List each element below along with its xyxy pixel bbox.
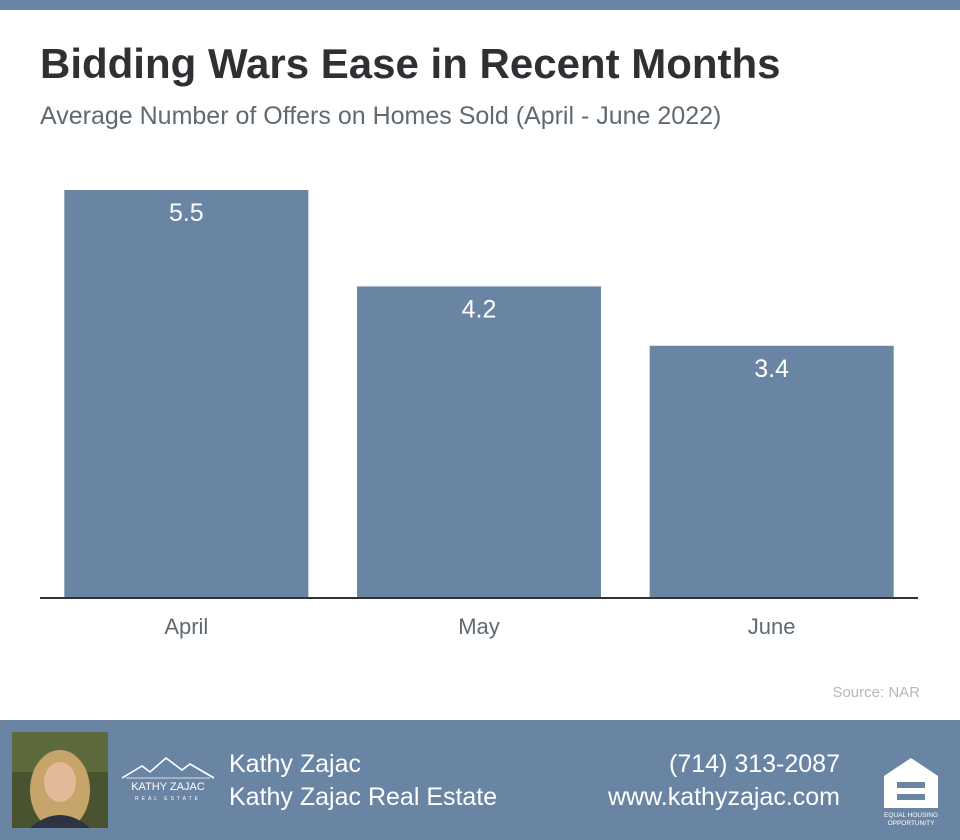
- bar-april: [64, 190, 309, 598]
- bar-may: [357, 286, 601, 598]
- eho-line2: OPPORTUNITY: [888, 820, 935, 827]
- agent-name: Kathy Zajac: [229, 750, 362, 778]
- category-label-april: April: [164, 614, 208, 639]
- agent-website[interactable]: www.kathyzajac.com: [607, 783, 840, 811]
- category-label-may: May: [458, 614, 500, 639]
- logo-subtext: REAL ESTATE: [135, 796, 201, 802]
- data-label-april: 5.5: [169, 199, 204, 227]
- equal-housing-logo: EQUAL HOUSING OPPORTUNITY: [880, 754, 942, 828]
- bar-chart: 5.5 April 4.2 May 3.4 June: [40, 190, 918, 639]
- category-label-june: June: [748, 614, 796, 639]
- chart-subtitle: Average Number of Offers on Homes Sold (…: [40, 102, 722, 130]
- bar-june: [649, 345, 894, 598]
- avatar: [12, 732, 108, 828]
- source-note: Source: NAR: [832, 684, 920, 701]
- equal-housing-icon: EQUAL HOUSING OPPORTUNITY: [884, 758, 938, 827]
- bar-group: [64, 190, 894, 598]
- footer-banner: KATHY ZAJAC REAL ESTATE Kathy Zajac Kath…: [0, 720, 960, 840]
- logo-text: KATHY ZAJAC: [131, 781, 205, 793]
- label-group: 5.5 April 4.2 May 3.4 June: [164, 199, 795, 639]
- data-label-june: 3.4: [754, 355, 789, 383]
- eho-line1: EQUAL HOUSING: [884, 812, 938, 819]
- agent-company: Kathy Zajac Real Estate: [229, 783, 498, 811]
- agent-phone[interactable]: (714) 313-2087: [669, 750, 840, 778]
- company-logo: KATHY ZAJAC REAL ESTATE: [120, 754, 216, 804]
- chart-title: Bidding Wars Ease in Recent Months: [40, 40, 781, 87]
- data-label-may: 4.2: [462, 295, 497, 323]
- house-roofline-icon: KATHY ZAJAC REAL ESTATE: [121, 756, 215, 802]
- top-accent-bar: [0, 0, 960, 10]
- agent-photo: [12, 732, 108, 828]
